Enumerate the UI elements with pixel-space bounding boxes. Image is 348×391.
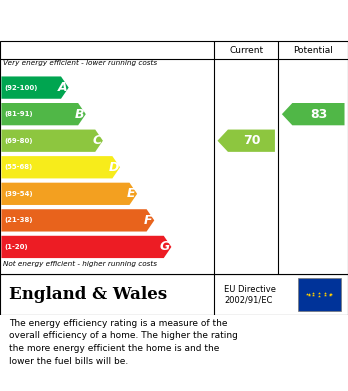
Text: A: A	[57, 81, 67, 94]
Polygon shape	[1, 77, 69, 99]
Polygon shape	[1, 183, 137, 205]
Polygon shape	[218, 129, 275, 152]
Text: EU Directive: EU Directive	[224, 285, 276, 294]
Bar	[298, 278, 341, 310]
Text: C: C	[92, 134, 101, 147]
Text: 70: 70	[243, 134, 260, 147]
Text: (39-54): (39-54)	[4, 191, 33, 197]
Text: The energy efficiency rating is a measure of the
overall efficiency of a home. T: The energy efficiency rating is a measur…	[9, 319, 238, 366]
Text: (92-100): (92-100)	[4, 84, 38, 91]
Text: Current: Current	[229, 46, 263, 55]
Text: Energy Efficiency Rating: Energy Efficiency Rating	[9, 13, 230, 28]
Text: B: B	[75, 108, 84, 121]
Text: (1-20): (1-20)	[4, 244, 28, 250]
Text: England & Wales: England & Wales	[9, 286, 167, 303]
Polygon shape	[1, 236, 171, 258]
Text: (69-80): (69-80)	[4, 138, 33, 144]
Polygon shape	[1, 156, 120, 178]
Text: (81-91): (81-91)	[4, 111, 33, 117]
Text: (55-68): (55-68)	[4, 164, 32, 170]
Text: D: D	[109, 161, 119, 174]
Polygon shape	[1, 129, 103, 152]
Text: F: F	[144, 214, 152, 227]
Polygon shape	[1, 209, 154, 231]
Text: E: E	[127, 187, 135, 200]
Text: (21-38): (21-38)	[4, 217, 33, 223]
Text: 2002/91/EC: 2002/91/EC	[224, 296, 273, 305]
Text: Not energy efficient - higher running costs: Not energy efficient - higher running co…	[3, 261, 158, 267]
Polygon shape	[282, 103, 345, 125]
Polygon shape	[1, 103, 86, 125]
Text: 83: 83	[310, 108, 327, 121]
Text: G: G	[160, 240, 170, 253]
Text: Potential: Potential	[293, 46, 333, 55]
Text: Very energy efficient - lower running costs: Very energy efficient - lower running co…	[3, 60, 158, 66]
